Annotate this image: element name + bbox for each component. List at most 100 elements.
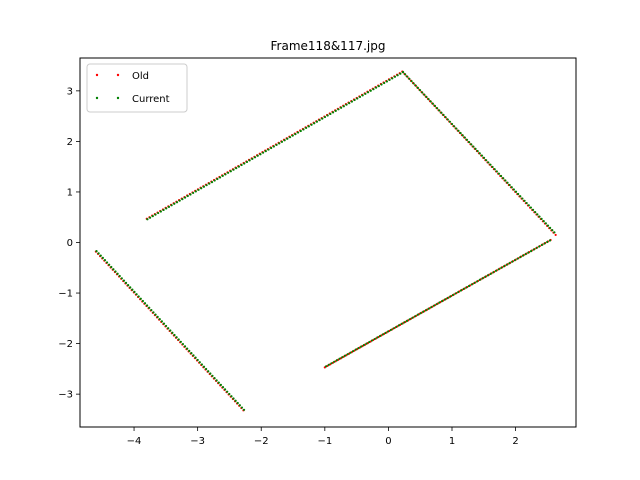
data-point xyxy=(459,131,462,135)
data-point xyxy=(548,239,552,242)
data-point xyxy=(330,362,333,365)
data-point xyxy=(393,75,397,78)
data-point xyxy=(202,185,206,188)
data-point xyxy=(245,160,249,164)
y-axis: −3 −2 −1 0 1 2 3 xyxy=(58,86,80,401)
x-axis: −4 −3 −2 −1 0 1 2 xyxy=(127,427,519,447)
data-point xyxy=(527,204,530,207)
data-point xyxy=(419,312,422,315)
data-point xyxy=(489,272,492,275)
data-point xyxy=(148,306,151,309)
data-point xyxy=(188,349,191,352)
data-point xyxy=(375,86,378,89)
data-point xyxy=(472,145,475,148)
data-point xyxy=(433,104,437,108)
data-point xyxy=(465,286,468,289)
data-point xyxy=(211,374,214,377)
data-point xyxy=(473,281,476,285)
data-point xyxy=(502,265,506,268)
data-point xyxy=(157,211,160,215)
data-point xyxy=(540,217,543,220)
data-point xyxy=(275,143,278,147)
data-point xyxy=(470,283,473,286)
data-point xyxy=(207,370,210,373)
data-point xyxy=(543,242,546,245)
y-tick-label: −2 xyxy=(58,339,73,350)
data-point xyxy=(484,275,487,278)
legend-marker-current-1 xyxy=(95,96,99,100)
data-point xyxy=(369,89,372,92)
data-point xyxy=(497,172,501,175)
data-point xyxy=(310,123,313,126)
data-point xyxy=(423,93,426,96)
data-point xyxy=(156,315,159,318)
data-point xyxy=(178,199,181,202)
data-point xyxy=(270,146,273,150)
data-point xyxy=(403,321,406,324)
data-point xyxy=(427,307,430,310)
data-point xyxy=(476,280,479,283)
data-point xyxy=(219,383,222,386)
data-point xyxy=(538,245,541,248)
data-point xyxy=(248,159,251,162)
data-point xyxy=(152,311,155,314)
data-point xyxy=(208,182,211,185)
x-tick-label: 1 xyxy=(449,436,455,447)
data-point xyxy=(523,199,526,202)
data-point xyxy=(167,327,170,330)
data-point xyxy=(234,399,237,402)
data-point xyxy=(194,190,197,193)
data-point xyxy=(127,284,130,287)
data-point xyxy=(190,352,193,355)
legend-marker-current-2 xyxy=(116,96,120,100)
data-point xyxy=(146,304,149,307)
data-point xyxy=(364,92,367,95)
x-tick-label: −1 xyxy=(317,436,332,447)
data-point xyxy=(397,324,401,327)
data-point xyxy=(478,152,481,155)
data-point xyxy=(343,354,347,357)
data-point xyxy=(221,386,225,389)
data-point xyxy=(259,153,262,156)
data-point xyxy=(335,359,338,362)
data-point xyxy=(449,295,452,298)
data-point xyxy=(362,344,365,347)
data-point xyxy=(427,98,430,101)
data-point xyxy=(326,114,329,117)
legend-entry-current: Current xyxy=(95,94,170,105)
data-point xyxy=(529,249,533,253)
data-point xyxy=(280,140,284,143)
data-point xyxy=(485,159,488,162)
data-point xyxy=(440,111,443,114)
data-point xyxy=(272,145,275,148)
data-point xyxy=(251,157,254,160)
data-point xyxy=(183,196,187,199)
data-point xyxy=(497,268,500,271)
data-point xyxy=(114,270,117,273)
data-point xyxy=(404,73,407,76)
data-point xyxy=(162,208,165,212)
data-point xyxy=(342,105,345,108)
data-point xyxy=(512,188,515,191)
data-point xyxy=(411,316,414,319)
data-point xyxy=(504,179,507,182)
data-point xyxy=(264,150,267,153)
data-point xyxy=(360,345,363,348)
data-point xyxy=(519,195,522,198)
data-point xyxy=(348,102,351,105)
data-point xyxy=(474,147,477,150)
data-point xyxy=(221,174,224,177)
data-point xyxy=(531,208,535,211)
y-tick-label: 2 xyxy=(67,137,73,148)
data-point xyxy=(346,353,349,356)
data-point xyxy=(400,322,403,325)
data-point xyxy=(470,143,473,146)
data-point xyxy=(151,215,154,218)
data-point xyxy=(405,319,409,322)
data-point xyxy=(116,272,119,275)
data-point xyxy=(229,170,232,173)
data-point xyxy=(108,263,111,266)
data-point xyxy=(302,128,305,131)
data-point xyxy=(516,257,519,260)
data-point xyxy=(313,122,316,125)
